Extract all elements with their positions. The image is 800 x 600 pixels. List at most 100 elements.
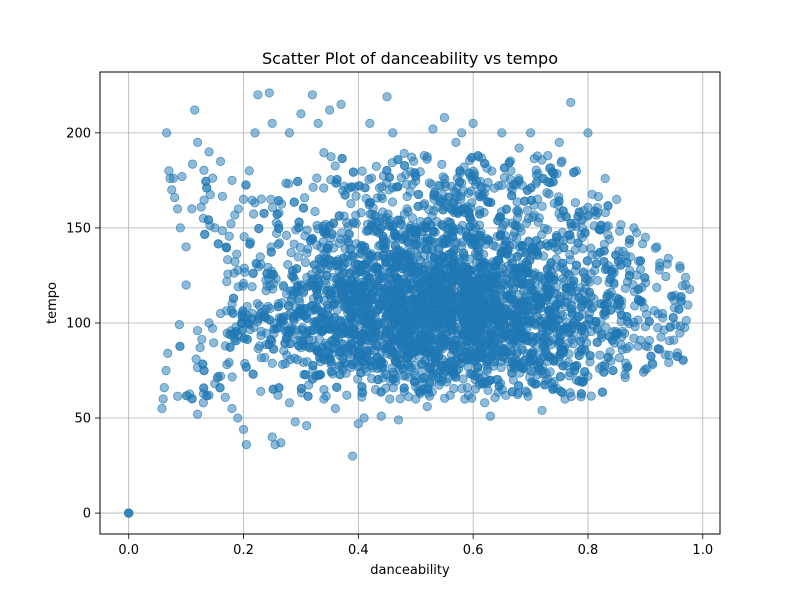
scatter-point [620,283,630,293]
scatter-point [343,237,353,247]
scatter-point [187,204,197,214]
scatter-point [313,347,324,357]
scatter-point [398,363,408,374]
scatter-point [233,413,243,423]
scatter-point [521,386,531,396]
scatter-point [474,263,484,273]
scatter-point [600,173,610,184]
scatter-point [654,265,664,275]
scatter-point [191,354,201,364]
scatter-point [514,143,524,153]
scatter-point [303,391,313,401]
scatter-point [244,166,254,176]
scatter-point [181,242,191,252]
scatter-point [576,336,586,346]
scatter-point [599,308,609,319]
scatter-point [516,226,526,236]
scatter-point [499,172,510,182]
scatter-point [413,189,424,200]
x-tick-label: 1.0 [692,543,713,558]
scatter-point [393,182,403,192]
scatter-point [233,282,243,292]
scatter-point [322,243,333,253]
scatter-point [538,341,548,352]
scatter-point [387,197,398,207]
y-axis-ticks: 0 50 100 150 200 [66,126,100,522]
scatter-point [577,215,587,225]
scatter-point [222,276,232,287]
scatter-point [388,128,398,138]
scatter-point [426,179,437,189]
scatter-point [425,235,435,246]
scatter-point [203,215,214,225]
scatter-point [343,282,353,293]
scatter-point [581,296,591,306]
scatter-point [308,360,318,371]
scatter-point [504,329,514,339]
scatter-point [350,295,360,306]
scatter-point [556,386,566,397]
scatter-point [321,229,331,239]
scatter-point [584,314,594,324]
scatter-point [421,223,431,233]
scatter-point [554,137,564,147]
scatter-point [448,305,458,315]
scatter-point [315,264,325,274]
scatter-point [565,249,575,260]
scatter-point [593,192,604,202]
scatter-point [410,225,421,236]
scatter-point [527,349,537,359]
scatter-point [255,341,265,351]
scatter-point [330,313,340,323]
scatter-point [665,322,675,332]
scatter-point [350,330,360,340]
scatter-point [353,419,363,429]
scatter-point [534,357,545,367]
scatter-point [409,377,420,387]
chart-title: Scatter Plot of danceability vs tempo [262,49,558,68]
scatter-point [396,349,406,359]
scatter-point [302,225,312,235]
scatter-point [514,176,524,186]
scatter-point [457,302,468,312]
scatter-point [602,292,612,302]
scatter-point [281,289,292,299]
scatter-point [400,251,411,261]
scatter-point [524,311,534,321]
scatter-point [576,345,586,355]
scatter-point [332,382,342,392]
scatter-point [285,354,296,365]
scatter-point [623,362,633,372]
scatter-point [336,99,346,109]
scatter-point [345,313,355,324]
scatter-point [370,279,380,290]
scatter-point [508,318,519,328]
scatter-point [635,256,646,266]
scatter-point [175,223,185,233]
scatter-point [488,288,498,298]
scatter-point [402,204,412,214]
scatter-point [466,186,476,196]
scatter-point [312,173,322,183]
scatter-point [225,342,235,352]
scatter-point [543,241,553,251]
scatter-point [404,335,414,345]
scatter-point [537,230,547,240]
scatter-point [461,289,471,299]
scatter-point [328,218,339,228]
scatter-point [512,252,522,262]
scatter-point [207,323,218,334]
scatter-point [555,371,566,382]
scatter-point [437,271,448,281]
y-tick-label: 200 [66,126,91,141]
scatter-point [164,166,174,176]
scatter-point [457,128,467,138]
scatter-point [124,508,134,518]
scatter-point [542,281,553,291]
scatter-point [640,273,650,283]
scatter-point [532,332,542,343]
scatter-point [631,228,642,238]
scatter-point [494,381,504,391]
scatter-point [312,289,322,300]
